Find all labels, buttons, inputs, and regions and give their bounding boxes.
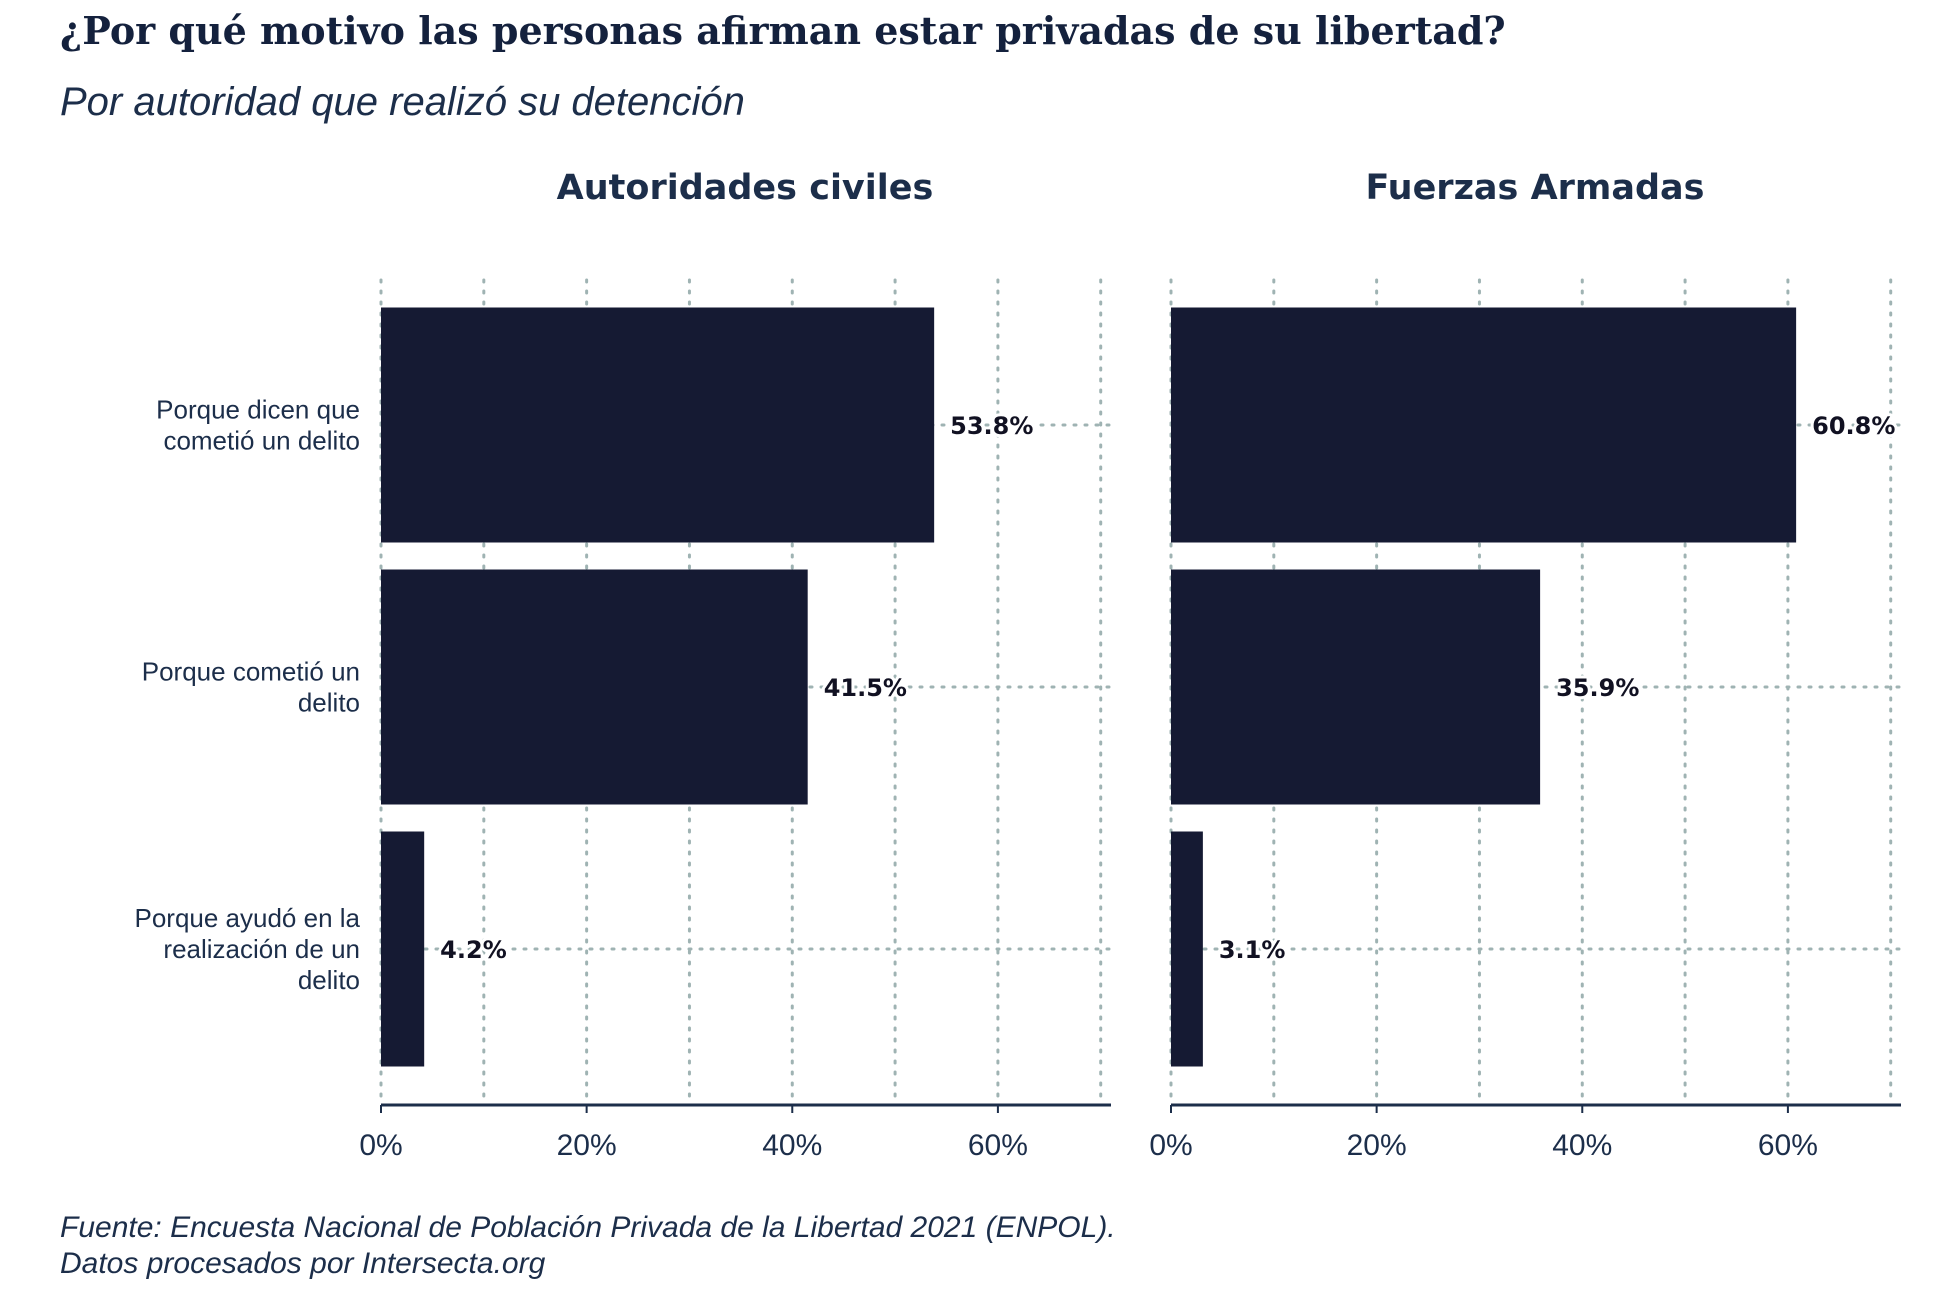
x-tick-label: 60% [968, 1129, 1028, 1162]
source-note: Fuente: Encuesta Nacional de Población P… [60, 1210, 1116, 1282]
x-tick-label: 0% [359, 1129, 402, 1162]
chart-title: ¿Por qué motivo las personas afirman est… [60, 8, 1506, 53]
data-label: 60.8% [1812, 412, 1895, 440]
x-tick-label: 20% [1347, 1129, 1407, 1162]
bar [1171, 307, 1797, 543]
source-line-2: Datos procesados por Intersecta.org [60, 1247, 546, 1280]
x-tick-label: 20% [557, 1129, 617, 1162]
category-label-line: realización de un [163, 934, 360, 964]
bar [1171, 569, 1541, 805]
category-label-line: delito [298, 965, 360, 995]
source-line-1: Fuente: Encuesta Nacional de Población P… [60, 1211, 1116, 1244]
panel-title-fuerzas: Fuerzas Armadas [1365, 168, 1705, 208]
chart-subtitle: Por autoridad que realizó su detención [60, 80, 745, 124]
category-label-line: delito [298, 688, 360, 718]
x-tick-label: 40% [1552, 1129, 1612, 1162]
bar [381, 569, 808, 805]
category-label: Porque cometió un delito [142, 657, 360, 718]
bar [381, 307, 935, 543]
x-tick-label: 60% [1758, 1129, 1818, 1162]
category-label: Porque ayudó en la realización de un delit… [134, 903, 360, 995]
data-label: 3.1% [1219, 936, 1286, 964]
bar [1171, 831, 1203, 1067]
category-label-line: Porque cometió un [142, 657, 360, 687]
data-label: 4.2% [440, 936, 507, 964]
category-label-line: cometió un delito [163, 426, 360, 456]
category-label: Porque dicen que cometió un delito [156, 395, 360, 456]
category-label-line: Porque ayudó en la [134, 903, 360, 933]
panel-title-civiles: Autoridades civiles [556, 168, 934, 208]
x-tick-label: 0% [1149, 1129, 1192, 1162]
bar [381, 831, 425, 1067]
x-tick-label: 40% [762, 1129, 822, 1162]
category-label-line: Porque dicen que [156, 395, 360, 425]
data-label: 41.5% [824, 674, 907, 702]
data-label: 53.8% [950, 412, 1033, 440]
data-label: 35.9% [1556, 674, 1639, 702]
